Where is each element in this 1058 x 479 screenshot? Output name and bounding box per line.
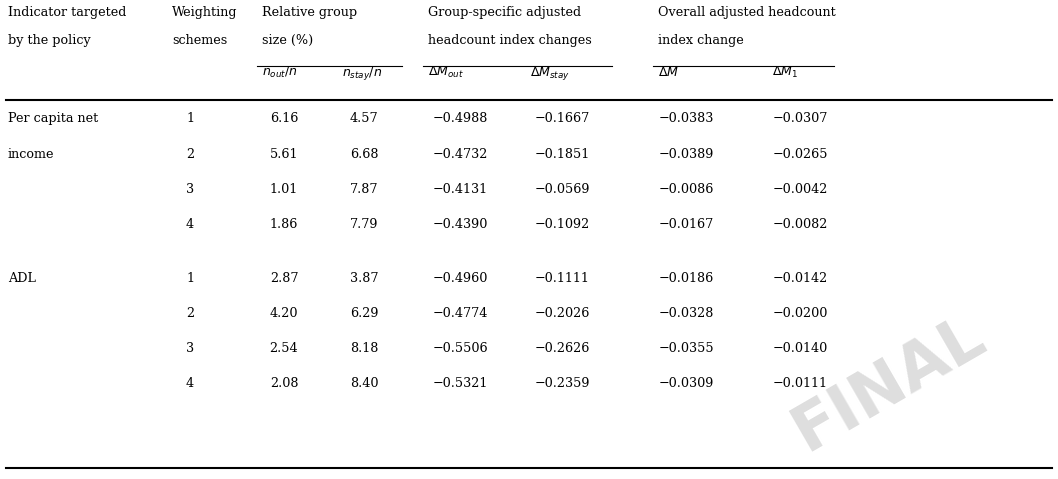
Text: −0.1111: −0.1111 [534,272,589,285]
Text: −0.0355: −0.0355 [658,342,714,355]
Text: 8.40: 8.40 [350,377,379,390]
Text: headcount index changes: headcount index changes [428,34,591,47]
Text: 4: 4 [186,377,194,390]
Text: $\Delta M_{stay}$: $\Delta M_{stay}$ [530,65,570,82]
Text: −0.4131: −0.4131 [433,183,488,196]
Text: 7.79: 7.79 [350,218,379,231]
Text: ADL: ADL [8,272,36,285]
Text: Weighting: Weighting [172,6,237,19]
Text: index change: index change [658,34,744,47]
Text: 3.87: 3.87 [350,272,379,285]
Text: 3: 3 [186,342,194,355]
Text: 2: 2 [186,307,194,320]
Text: 2.08: 2.08 [270,377,298,390]
Text: −0.4390: −0.4390 [433,218,488,231]
Text: −0.0389: −0.0389 [658,148,714,161]
Text: −0.0186: −0.0186 [658,272,714,285]
Text: −0.4988: −0.4988 [433,112,488,125]
Text: 6.16: 6.16 [270,112,298,125]
Text: −0.0042: −0.0042 [772,183,827,196]
Text: −0.2359: −0.2359 [534,377,589,390]
Text: −0.0569: −0.0569 [534,183,589,196]
Text: −0.0086: −0.0086 [658,183,714,196]
Text: 4.57: 4.57 [350,112,379,125]
Text: −0.2626: −0.2626 [534,342,589,355]
Text: 8.18: 8.18 [350,342,378,355]
Text: FINAL: FINAL [782,304,996,463]
Text: −0.0309: −0.0309 [658,377,714,390]
Text: 6.68: 6.68 [350,148,379,161]
Text: schemes: schemes [172,34,227,47]
Text: 1: 1 [186,112,194,125]
Text: −0.0265: −0.0265 [772,148,827,161]
Text: −0.0200: −0.0200 [772,307,827,320]
Text: −0.0383: −0.0383 [658,112,714,125]
Text: 6.29: 6.29 [350,307,379,320]
Text: 4: 4 [186,218,194,231]
Text: −0.1667: −0.1667 [534,112,589,125]
Text: −0.0140: −0.0140 [772,342,827,355]
Text: −0.5321: −0.5321 [433,377,488,390]
Text: −0.4960: −0.4960 [433,272,488,285]
Text: 2.87: 2.87 [270,272,298,285]
Text: by the policy: by the policy [8,34,91,47]
Text: $\Delta M$: $\Delta M$ [658,66,679,79]
Text: size (%): size (%) [262,34,313,47]
Text: $\Delta M_{1}$: $\Delta M_{1}$ [772,65,798,80]
Text: −0.2026: −0.2026 [534,307,589,320]
Text: −0.0167: −0.0167 [658,218,714,231]
Text: −0.5506: −0.5506 [432,342,488,355]
Text: 3: 3 [186,183,194,196]
Text: income: income [8,148,55,161]
Text: −0.0142: −0.0142 [772,272,827,285]
Text: Per capita net: Per capita net [8,112,98,125]
Text: $n_{stay}/n$: $n_{stay}/n$ [342,65,382,82]
Text: Group-specific adjusted: Group-specific adjusted [428,6,581,19]
Text: −0.4732: −0.4732 [433,148,488,161]
Text: −0.0328: −0.0328 [658,307,714,320]
Text: Indicator targeted: Indicator targeted [8,6,126,19]
Text: −0.0307: −0.0307 [772,112,827,125]
Text: Overall adjusted headcount: Overall adjusted headcount [658,6,836,19]
Text: 2: 2 [186,148,194,161]
Text: −0.1851: −0.1851 [534,148,589,161]
Text: −0.0082: −0.0082 [772,218,827,231]
Text: 1.01: 1.01 [270,183,298,196]
Text: 5.61: 5.61 [270,148,298,161]
Text: $n_{out}/n$: $n_{out}/n$ [262,65,298,80]
Text: 2.54: 2.54 [270,342,298,355]
Text: −0.4774: −0.4774 [433,307,488,320]
Text: 4.20: 4.20 [270,307,298,320]
Text: 1: 1 [186,272,194,285]
Text: Relative group: Relative group [262,6,358,19]
Text: −0.0111: −0.0111 [772,377,827,390]
Text: 7.87: 7.87 [350,183,379,196]
Text: −0.1092: −0.1092 [534,218,589,231]
Text: $\Delta M_{out}$: $\Delta M_{out}$ [428,65,464,80]
Text: 1.86: 1.86 [270,218,298,231]
